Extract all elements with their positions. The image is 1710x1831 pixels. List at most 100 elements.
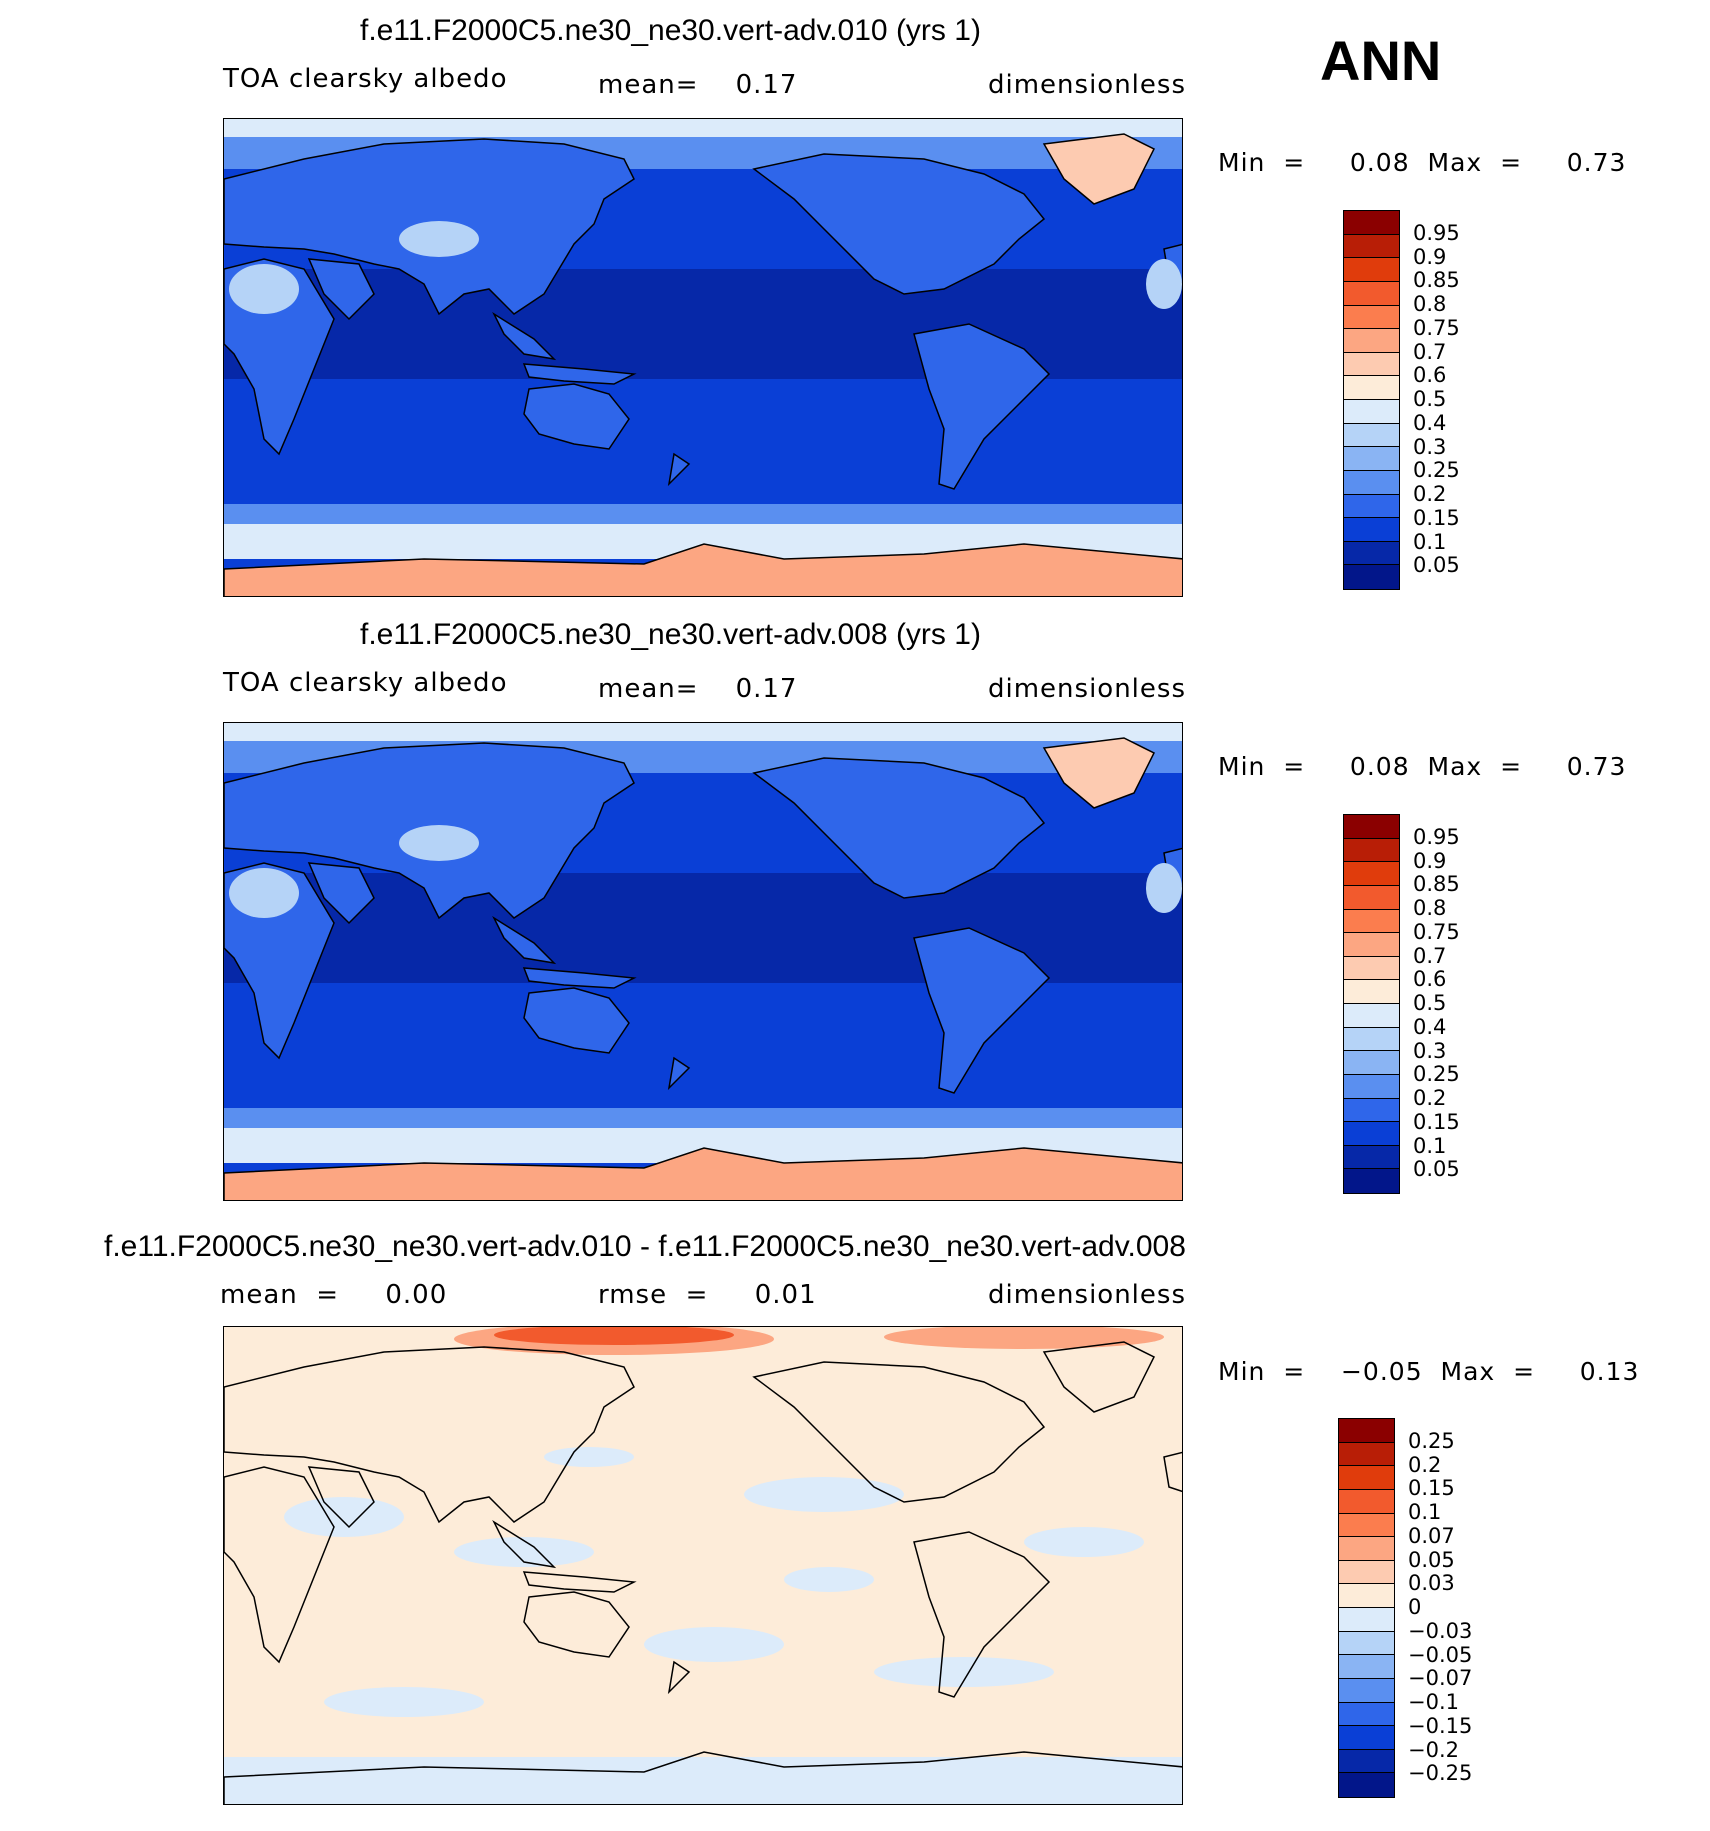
negative-anomaly: [324, 1687, 484, 1717]
colorbar-cell: [1344, 541, 1399, 566]
mean-label: mean= 0.17: [598, 70, 798, 100]
colorbar-3: [1338, 1418, 1395, 1798]
colorbar-tick-label: −0.1: [1408, 1690, 1459, 1714]
min-max-label: Min = 0.08 Max = 0.73: [1218, 752, 1627, 781]
namerica-outline: [752, 1361, 1046, 1503]
colorbar-tick-label: 0: [1408, 1595, 1422, 1619]
colorbar-tick-label: 0.7: [1413, 943, 1447, 968]
arctic-strong-anomaly: [494, 1327, 734, 1345]
colorbar-cell: [1344, 1027, 1399, 1052]
min-max-label: Min = −0.05 Max = 0.13: [1218, 1357, 1640, 1386]
colorbar-tick-label: 0.9: [1413, 244, 1447, 269]
tibet-bright-patch: [399, 825, 479, 861]
colorbar-cell: [1339, 1419, 1394, 1443]
seasia-region: [492, 915, 557, 965]
australia-region: [523, 383, 630, 450]
units-label: dimensionless: [988, 1280, 1186, 1310]
colorbar-cell: [1344, 329, 1399, 353]
indonesia-outline: [522, 1571, 637, 1593]
colorbar-tick-label: 0.6: [1413, 967, 1447, 992]
arabia-region: [307, 258, 375, 321]
variable-label: TOA clearsky albedo: [223, 668, 508, 698]
colorbar-tick-label: 0.8: [1413, 896, 1447, 920]
negative-anomaly: [644, 1627, 784, 1662]
colorbar-cell: [1339, 1726, 1394, 1750]
colorbar-cell: [1339, 1584, 1394, 1608]
colorbar-2: [1343, 814, 1400, 1194]
difference-base: [224, 1327, 1182, 1804]
seasia-outline: [492, 1519, 557, 1569]
colorbar-cell: [1344, 1122, 1399, 1146]
colorbar-cell: [1339, 1749, 1394, 1774]
antarctic-outline: [224, 1751, 1182, 1804]
colorbar-cell: [1344, 1004, 1399, 1028]
rmse-label: rmse = 0.01: [598, 1280, 817, 1310]
colorbar-cell: [1344, 211, 1399, 235]
sahara-bright-patch: [229, 264, 299, 314]
negative-anomaly: [454, 1537, 594, 1567]
colorbar-tick-label: 0.4: [1413, 1014, 1447, 1039]
colorbar-tick-label: 0.15: [1413, 1109, 1460, 1134]
negative-anomaly: [1024, 1527, 1144, 1557]
colorbar-tick-label: 0.6: [1413, 363, 1447, 388]
greenland-region: [1042, 133, 1156, 205]
colorbar-tick-label: 0.1: [1413, 1133, 1447, 1158]
colorbar-tick-label: 0.25: [1413, 458, 1460, 483]
colorbar-cell: [1344, 565, 1399, 589]
negative-anomaly: [284, 1497, 404, 1537]
colorbar-tick-label: 0.05: [1413, 553, 1460, 578]
tibet-bright-patch: [399, 221, 479, 257]
colorbar-cell: [1344, 447, 1399, 471]
mean-label: mean= 0.17: [598, 674, 798, 704]
colorbar-cell: [1339, 1466, 1394, 1490]
negative-anomaly: [544, 1447, 634, 1467]
colorbar-cell: [1344, 258, 1399, 282]
namerica-region: [752, 757, 1046, 899]
colorbar-cell: [1344, 909, 1399, 934]
eurasia-outline: [224, 1346, 635, 1524]
colorbar-tick-label: 0.9: [1413, 848, 1447, 873]
greenland-outline: [1042, 1341, 1156, 1413]
colorbar-tick-label: 0.2: [1408, 1452, 1442, 1477]
antarctic-region: [224, 543, 1182, 596]
colorbar-cell: [1344, 980, 1399, 1004]
panel-title: f.e11.F2000C5.ne30_ne30.vert-adv.008 (yr…: [360, 618, 981, 651]
arctic-ice-belt: [224, 119, 1182, 137]
colorbar-tick-label: 0.05: [1408, 1547, 1455, 1572]
negative-anomaly: [744, 1477, 904, 1512]
min-max-label: Min = 0.08 Max = 0.73: [1218, 148, 1627, 177]
units-label: dimensionless: [988, 70, 1186, 100]
australia-region: [523, 987, 630, 1054]
greenland-region: [1042, 737, 1156, 809]
colorbar-tick-label: 0.5: [1413, 991, 1447, 1015]
albedo-map-2: [223, 722, 1183, 1201]
negative-anomaly: [874, 1657, 1054, 1687]
colorbar-tick-label: 0.2: [1413, 482, 1447, 506]
colorbar-cell: [1344, 470, 1399, 495]
colorbar-tick-label: −0.03: [1408, 1618, 1473, 1643]
antarctic-region: [224, 1147, 1182, 1200]
colorbar-cell: [1344, 518, 1399, 542]
samerica-region: [913, 927, 1051, 1094]
arabia-region: [307, 862, 375, 925]
africa-outline: [224, 1466, 335, 1664]
colorbar-tick-label: 0.95: [1413, 824, 1460, 849]
panel-title: f.e11.F2000C5.ne30_ne30.vert-adv.010 (yr…: [360, 14, 981, 47]
colorbar-tick-label: 0.07: [1408, 1523, 1455, 1548]
colorbar-tick-label: 0.15: [1413, 505, 1460, 530]
colorbar-cell: [1339, 1513, 1394, 1538]
colorbar-cell: [1344, 1098, 1399, 1123]
colorbar-tick-label: 0.03: [1408, 1571, 1455, 1596]
colorbar-cell: [1344, 838, 1399, 863]
colorbar-cell: [1344, 956, 1399, 981]
arctic-ice-belt: [224, 723, 1182, 741]
nz-outline: [667, 1660, 691, 1695]
colorbar-cell: [1344, 862, 1399, 886]
colorbar-cell: [1344, 305, 1399, 330]
colorbar-tick-label: −0.2: [1408, 1737, 1459, 1762]
sahara-west-patch: [1146, 259, 1182, 309]
colorbar-cell: [1339, 1702, 1394, 1727]
seasia-region: [492, 311, 557, 361]
difference-map: [223, 1326, 1183, 1805]
arabia-outline: [307, 1466, 375, 1529]
